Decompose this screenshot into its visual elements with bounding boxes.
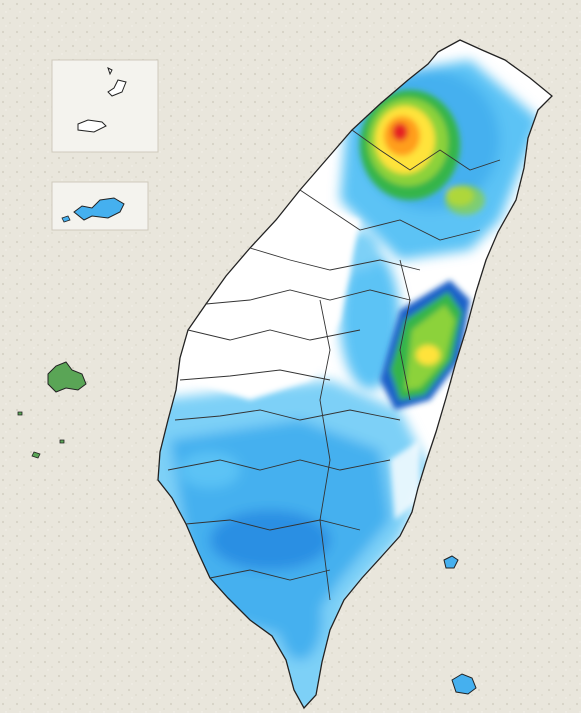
matsu-inset [51,59,159,153]
orchid-island [451,673,477,695]
penghu-islands [17,361,87,459]
county-boundaries [167,129,501,601]
kinmen-inset [51,181,149,231]
green-island [443,555,459,569]
